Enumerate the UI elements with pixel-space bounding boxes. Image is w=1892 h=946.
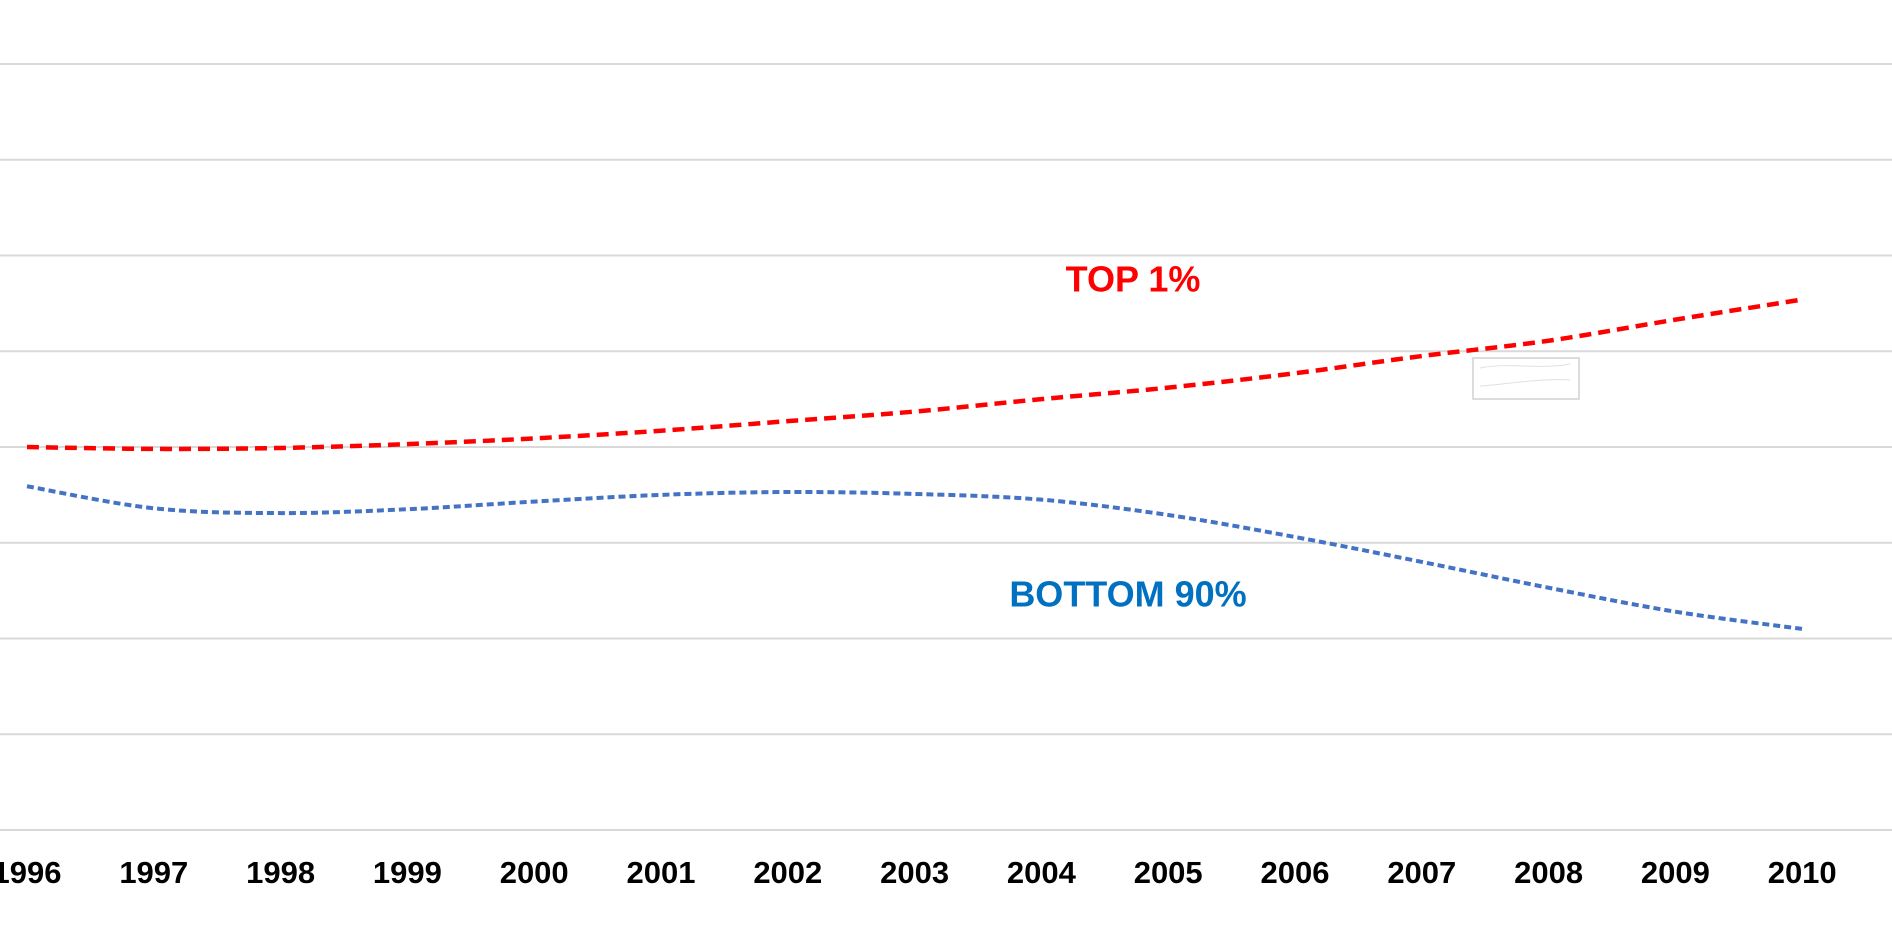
x-tick-label: 2005 bbox=[1134, 855, 1203, 890]
x-tick-label: 1999 bbox=[373, 855, 442, 890]
x-tick-label: 1998 bbox=[246, 855, 315, 890]
thumbnail bbox=[1472, 357, 1580, 400]
thumbnail-lines bbox=[1479, 363, 1571, 387]
x-tick-label: 1997 bbox=[119, 855, 188, 890]
x-tick-label: 2003 bbox=[880, 855, 949, 890]
series-label: BOTTOM 90% bbox=[1009, 574, 1246, 615]
x-tick-label: 1996 bbox=[0, 855, 61, 890]
x-tick-label: 2002 bbox=[753, 855, 822, 890]
x-tick-label: 2009 bbox=[1641, 855, 1710, 890]
x-tick-label: 2006 bbox=[1261, 855, 1330, 890]
x-tick-label: 2008 bbox=[1514, 855, 1583, 890]
x-tick-label: 2007 bbox=[1387, 855, 1456, 890]
x-tick-label: 2000 bbox=[500, 855, 569, 890]
x-tick-label: 2001 bbox=[627, 855, 696, 890]
x-tick-label: 2004 bbox=[1007, 855, 1077, 890]
series-label: TOP 1% bbox=[1066, 259, 1201, 300]
x-tick-label: 2010 bbox=[1768, 855, 1837, 890]
series-line bbox=[26, 297, 1803, 452]
series-line bbox=[26, 484, 1803, 631]
